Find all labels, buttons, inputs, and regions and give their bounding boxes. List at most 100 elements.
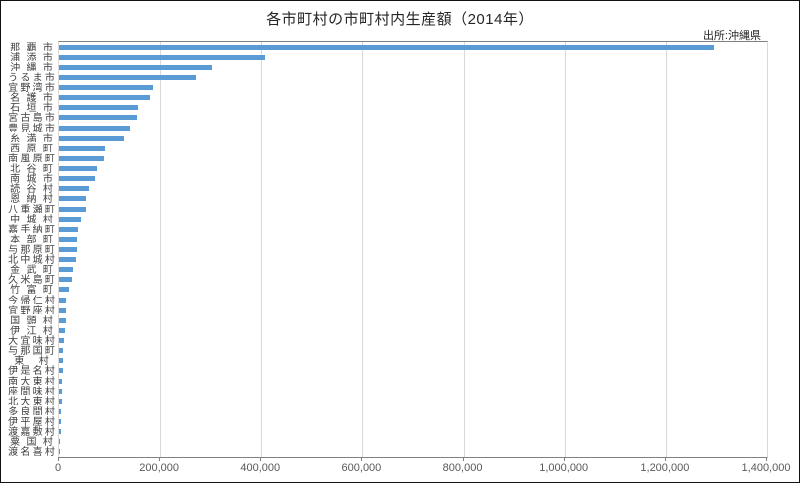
y-axis-label: 南風原町 — [8, 153, 55, 163]
bar — [59, 297, 67, 303]
y-axis-label: 沖縄市 — [10, 62, 53, 72]
bar — [59, 398, 62, 404]
x-tick-label: 400,000 — [240, 462, 281, 474]
bar — [59, 338, 64, 344]
y-axis-label: 与那国町 — [8, 346, 55, 355]
x-tick-label: 1,000,000 — [539, 462, 589, 474]
bar — [59, 358, 64, 364]
bar — [59, 226, 78, 232]
bar — [59, 307, 67, 313]
y-axis-label: 読谷村 — [10, 184, 53, 193]
bar — [59, 135, 125, 141]
x-axis: 0 200,000 400,000 600,000 800,000 1,000,000 1,… — [1, 456, 799, 480]
bar — [59, 176, 96, 182]
bar — [59, 247, 77, 252]
bar — [59, 105, 138, 111]
y-axis-label: 粟国村 — [10, 437, 53, 446]
y-axis-label: 国頭村 — [10, 315, 53, 325]
bar — [59, 378, 63, 384]
bar — [59, 64, 212, 70]
y-axis-label: 宜野湾市 — [8, 83, 55, 92]
bar — [59, 368, 63, 374]
bar — [59, 439, 61, 445]
gridline — [463, 42, 465, 457]
x-tick-label: 1,400,000 — [741, 462, 791, 474]
x-tick-mark — [462, 457, 464, 461]
y-axis-label: 北中城村 — [8, 255, 55, 264]
y-axis-label: 伊是名村 — [8, 366, 55, 375]
bar — [59, 186, 90, 192]
chart-title: 各市町村の市町村内生産額（2014年） — [266, 11, 534, 28]
y-axis-label: 中城村 — [10, 214, 53, 224]
x-tick-mark — [260, 457, 262, 461]
y-axis-label: 浦添市 — [10, 52, 53, 62]
y-axis-label: 多良間村 — [8, 406, 55, 416]
y-axis-label: 伊江村 — [10, 325, 53, 335]
y-axis-label: 嘉手納町 — [8, 224, 55, 234]
x-tick-mark — [361, 457, 363, 461]
bar — [59, 277, 72, 283]
bar — [59, 95, 150, 101]
gridline — [665, 42, 667, 457]
bar — [59, 257, 76, 263]
y-axis: 那覇市浦添市沖縄市うるま市宜野湾市名護市石垣市宮古島市豊見城市糸満市西原町南風原… — [7, 41, 56, 456]
y-axis-label: 東村 — [14, 356, 49, 365]
y-axis-label: 八重瀬町 — [8, 204, 55, 214]
y-axis-label: 与那原町 — [8, 245, 55, 254]
bar — [59, 206, 86, 212]
y-axis-label: 大宜味村 — [8, 336, 55, 345]
x-tick-label: 200,000 — [139, 462, 179, 474]
x-tick-mark — [766, 457, 767, 461]
y-axis-label: 伊平屋村 — [8, 417, 55, 426]
y-axis-label: 南大東村 — [8, 376, 55, 386]
bar — [59, 429, 61, 435]
y-axis-label: 本部町 — [10, 234, 53, 244]
y-axis-label: 西原町 — [10, 143, 53, 153]
y-axis-label: 座間味村 — [8, 386, 55, 396]
bar — [59, 145, 105, 151]
y-axis-label: 宜野座村 — [8, 305, 55, 315]
bar — [59, 115, 138, 121]
y-axis-label: 北谷町 — [10, 164, 53, 173]
bar — [59, 267, 73, 273]
x-tick-mark — [159, 457, 161, 461]
bar — [59, 85, 153, 91]
plot-area — [58, 41, 768, 458]
bar — [59, 419, 62, 425]
x-tick-label: 800,000 — [442, 462, 483, 474]
bar — [59, 348, 64, 354]
bar — [59, 216, 81, 222]
y-axis-label: 金武町 — [10, 265, 53, 274]
y-axis-label: 北大東村 — [8, 396, 55, 406]
x-tick-mark — [58, 457, 59, 461]
gridline — [564, 42, 566, 457]
bar — [59, 74, 196, 80]
bar — [59, 287, 69, 293]
bar — [59, 54, 266, 60]
y-axis-label: 竹富町 — [10, 285, 53, 295]
y-axis-label: 南城市 — [10, 174, 53, 183]
bar — [59, 236, 78, 242]
y-axis-label: うるま市 — [8, 72, 55, 82]
gridline — [160, 42, 162, 457]
bar — [59, 155, 104, 161]
bar — [59, 196, 87, 202]
bar — [59, 327, 65, 333]
x-tick-label: 0 — [54, 462, 62, 474]
y-axis-label: 石垣市 — [10, 103, 53, 112]
x-tick-label: 600,000 — [341, 462, 382, 474]
y-axis-label: 恩納村 — [10, 194, 53, 203]
bar — [59, 408, 62, 414]
y-axis-label: 久米島町 — [8, 275, 55, 284]
y-axis-label: 渡名喜村 — [8, 447, 55, 456]
bar — [59, 44, 714, 50]
bar — [59, 449, 60, 455]
bar — [59, 388, 63, 394]
gridline — [261, 42, 263, 457]
gridline — [362, 42, 364, 457]
x-tick-mark — [664, 457, 666, 461]
y-axis-label: 那覇市 — [10, 42, 53, 52]
y-axis-label: 名護市 — [10, 93, 53, 102]
source-note: 出所:沖縄県 — [702, 30, 761, 42]
